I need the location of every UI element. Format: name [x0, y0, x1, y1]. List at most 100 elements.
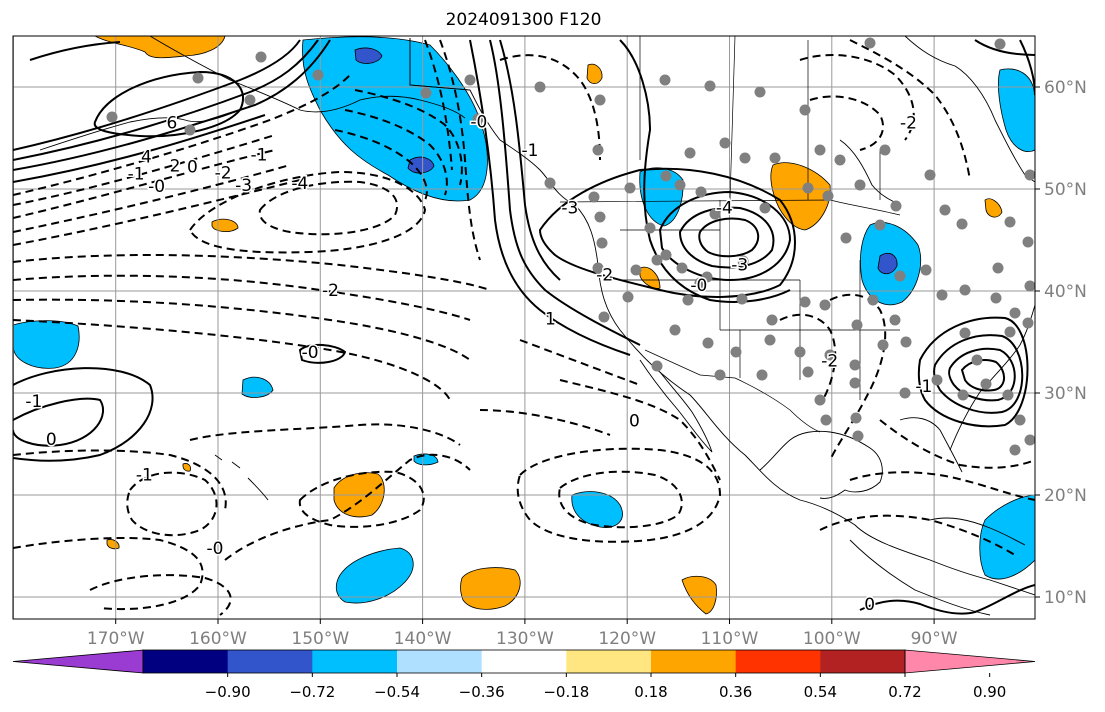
- colorbar-segment: [143, 650, 229, 673]
- colorbar-segment: [820, 650, 906, 673]
- station-dot: [1009, 444, 1021, 456]
- station-dot: [931, 374, 943, 386]
- contour-label: 6: [167, 114, 178, 134]
- positive-anomaly-region: [94, 36, 226, 59]
- station-dot: [674, 179, 686, 191]
- station-dot: [852, 430, 864, 442]
- station-dot: [1024, 434, 1035, 446]
- contour-label: -0: [302, 343, 319, 363]
- negative-contour: [849, 39, 971, 181]
- station-dot: [850, 412, 862, 424]
- station-dot: [622, 291, 634, 303]
- contour-label: -0: [148, 177, 165, 197]
- station-dot: [971, 354, 983, 366]
- contour-label: -0: [470, 113, 487, 133]
- negative-contour: [13, 253, 491, 291]
- station-dot: [594, 211, 606, 223]
- positive-anomaly-region: [586, 63, 603, 85]
- alaska-coastline: [149, 36, 466, 119]
- contour-labels: 64 2 0-1 -2-1-0 -3 -4-2-0-10-1-0-0-1-3-21-4-3…: [24, 111, 934, 616]
- positive-contour: [974, 39, 1035, 56]
- positive-contour: [13, 367, 154, 462]
- station-dot: [834, 154, 846, 166]
- colorbar-segment: [735, 650, 821, 673]
- hudson-bay-coastline: [839, 139, 901, 206]
- station-dot: [879, 144, 891, 156]
- canadian-province-borders: [639, 36, 881, 201]
- contour-label: -2: [821, 351, 838, 371]
- colorbar-segment: [651, 650, 737, 673]
- negative-contour: [559, 379, 721, 481]
- positive-contour: [489, 39, 641, 346]
- lon-label: 130°W: [496, 629, 554, 649]
- station-dot: [759, 202, 771, 214]
- strong-negative-anomaly-region: [354, 47, 383, 64]
- north-america-coastline: [409, 38, 1035, 596]
- contour-label: -1: [128, 165, 145, 185]
- contour-label: -1: [136, 466, 153, 486]
- contour-label: -4: [716, 198, 733, 218]
- station-dot: [1022, 236, 1034, 248]
- strong-negative-anomaly-region: [407, 156, 435, 174]
- negative-contour: [424, 39, 453, 171]
- positive-contour: [917, 316, 1029, 428]
- station-dot: [874, 219, 886, 231]
- negative-contour: [779, 313, 837, 406]
- station-dot: [799, 296, 811, 308]
- central-america-coastline: [849, 539, 991, 616]
- baja-california-coastline: [639, 359, 713, 453]
- positive-anomaly-region: [681, 575, 717, 615]
- station-dot: [1022, 317, 1034, 329]
- station-dot: [822, 190, 834, 202]
- station-dot: [820, 414, 832, 426]
- positive-contour: [859, 584, 1035, 615]
- contour-label: 2: [170, 157, 181, 177]
- colorbar-segment: [227, 650, 313, 673]
- negative-contour: [344, 109, 448, 196]
- contour-label: 0: [46, 430, 57, 450]
- station-dot: [980, 378, 992, 390]
- contour-label: -2: [900, 114, 917, 134]
- negative-contour: [188, 170, 427, 254]
- station-dot: [704, 80, 716, 92]
- negative-anomaly-region: [998, 68, 1035, 152]
- alaska-canada-border: [409, 38, 471, 91]
- contour-label: 0: [187, 158, 198, 178]
- colorbar-label: −0.36: [459, 683, 505, 701]
- station-dot: [936, 289, 948, 301]
- negative-contour: [13, 298, 471, 361]
- station-dot: [630, 264, 642, 276]
- colorbar-label: −0.90: [205, 683, 251, 701]
- station-dot: [676, 262, 688, 274]
- positive-contour: [698, 217, 760, 258]
- lat-label: 20°N: [1044, 486, 1087, 506]
- station-dot: [992, 262, 1004, 274]
- lon-label: 110°W: [701, 629, 759, 649]
- colorbar-label: 0.18: [634, 683, 667, 701]
- negative-contour: [516, 447, 722, 543]
- station-dot: [660, 170, 672, 182]
- station-dot: [819, 299, 831, 311]
- colorbar-extend-min: [12, 649, 144, 674]
- negative-anomaly-region: [979, 494, 1035, 580]
- station-dot: [956, 218, 968, 230]
- contour-label: 0: [629, 412, 640, 432]
- station-dot: [737, 255, 749, 267]
- lon-label: 170°W: [87, 629, 145, 649]
- negative-contour: [354, 89, 463, 186]
- negative-contour: [13, 164, 291, 233]
- station-dot: [255, 51, 267, 63]
- positive-contour: [948, 347, 1016, 402]
- station-dot: [920, 264, 932, 276]
- positive-anomaly-region: [182, 463, 191, 472]
- positive-contour: [13, 39, 301, 151]
- cuba-coastline: [929, 517, 1026, 546]
- negative-contour: [224, 453, 471, 561]
- florida-coastline: [899, 417, 963, 473]
- station-dot: [1024, 280, 1035, 292]
- station-dots: [106, 37, 1035, 456]
- lat-label: 40°N: [1044, 282, 1087, 302]
- station-dot: [312, 69, 324, 81]
- station-dot: [849, 377, 861, 389]
- positive-anomaly-region: [770, 162, 831, 231]
